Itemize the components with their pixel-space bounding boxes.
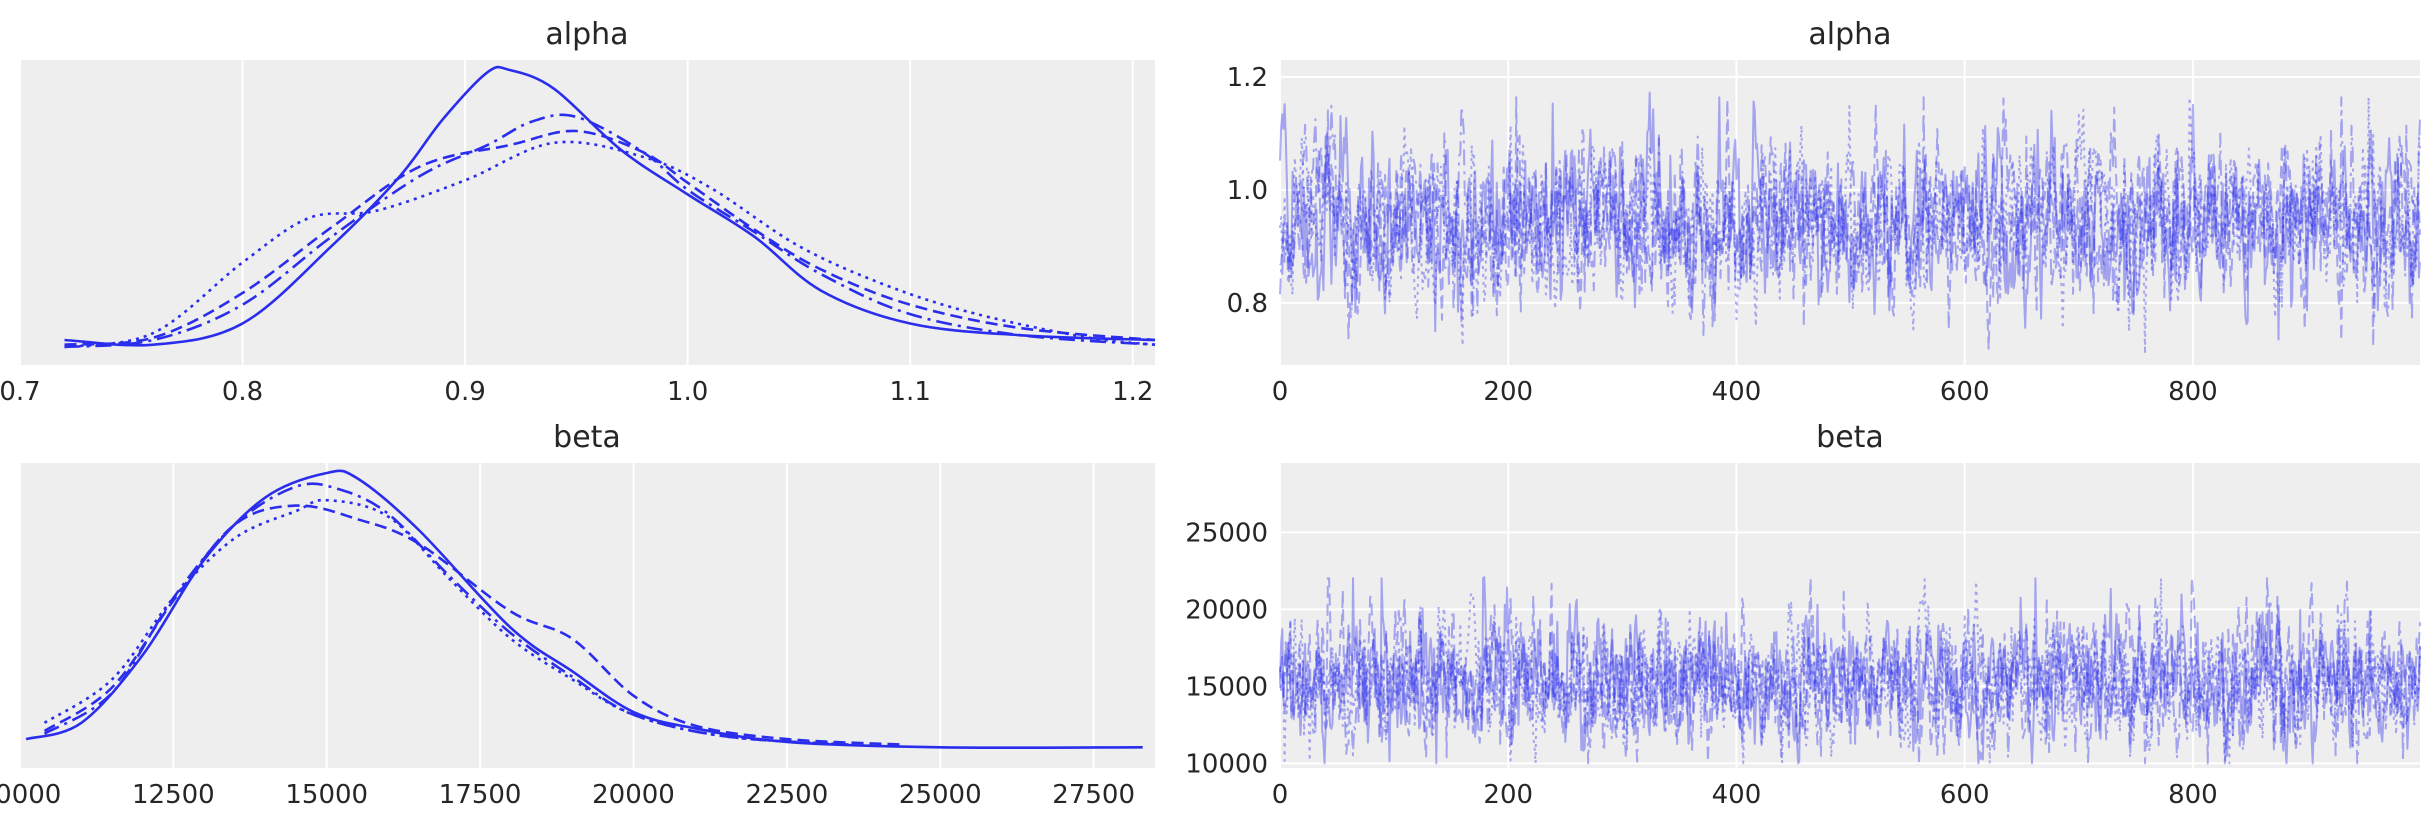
alpha-trace-title: alpha [1808, 17, 1891, 52]
alpha-trace-chain-3 [1279, 96, 2421, 342]
beta-density-x-tick-label: 12500 [132, 780, 215, 810]
beta-density-panel: beta 10000 12500 15000 17500 20000 22500 25000… [0, 420, 1155, 810]
alpha-density-x-tick-label: 1.2 [1112, 377, 1153, 407]
beta-trace-chain-4 [1279, 577, 2421, 765]
beta-trace-y-tick-label: 20000 [1185, 595, 1268, 625]
alpha-trace-x-tick-label: 400 [1712, 377, 1762, 407]
alpha-density-x-tick-label: 0.8 [222, 377, 263, 407]
beta-trace-x-tick-label: 0 [1272, 780, 1289, 810]
beta-density-gridlines [19, 463, 1095, 768]
beta-density-curve-dotted [43, 498, 849, 746]
alpha-density-x-tick-label: 0.9 [444, 377, 485, 407]
alpha-trace-chain-2 [1279, 96, 2421, 350]
beta-density-x-tick-label: 20000 [592, 780, 675, 810]
beta-density-x-ticks: 10000 12500 15000 17500 20000 22500 25000 27500 [0, 780, 1135, 810]
beta-density-curve-dashed [43, 504, 904, 746]
beta-density-x-tick-label: 22500 [746, 780, 829, 810]
alpha-density-curve-dashed [64, 129, 1156, 346]
alpha-trace-gridlines [1279, 60, 2420, 365]
alpha-density-panel: alpha 0.7 0.8 0.9 1.0 1.1 1.2 [0, 17, 1156, 407]
beta-trace-chain-2 [1279, 577, 2421, 765]
alpha-density-curves [64, 65, 1156, 349]
alpha-trace-plot-area [1280, 60, 2420, 365]
alpha-trace-x-tick-label: 800 [2168, 377, 2218, 407]
alpha-density-x-ticks: 0.7 0.8 0.9 1.0 1.1 1.2 [0, 377, 1153, 407]
alpha-trace-y-tick-label: 1.0 [1227, 176, 1268, 206]
beta-trace-chain-1 [1279, 576, 2421, 765]
beta-trace-y-tick-label: 15000 [1185, 672, 1268, 702]
beta-density-plot-area [20, 463, 1155, 768]
alpha-trace-y-tick-label: 1.2 [1227, 63, 1268, 93]
alpha-density-x-tick-label: 1.0 [667, 377, 708, 407]
beta-trace-chain-3 [1279, 580, 2421, 765]
beta-density-x-tick-label: 27500 [1052, 780, 1135, 810]
alpha-density-gridlines [19, 60, 1134, 365]
alpha-trace-chain-4 [1279, 96, 2421, 355]
alpha-trace-ticks: 0 200 400 600 800 0.8 1.0 1.2 [1227, 63, 2218, 407]
beta-trace-y-tick-label: 25000 [1185, 518, 1268, 548]
beta-trace-x-tick-label: 200 [1483, 780, 1533, 810]
alpha-trace-chains [1279, 91, 2421, 355]
alpha-density-curve-solid [64, 65, 1156, 347]
alpha-trace-x-tick-label: 200 [1483, 377, 1533, 407]
alpha-trace-chain-1 [1279, 91, 2421, 341]
alpha-density-curve-dashdot [64, 113, 1156, 349]
alpha-density-x-tick-label: 1.1 [890, 377, 931, 407]
beta-trace-chains [1279, 576, 2421, 765]
alpha-density-x-tick-label: 0.7 [0, 377, 41, 407]
beta-trace-x-tick-label: 400 [1712, 780, 1762, 810]
beta-density-x-tick-label: 17500 [439, 780, 522, 810]
beta-trace-gridlines [1279, 463, 2420, 768]
beta-trace-panel: beta 0 200 400 600 800 10000 15000 20000 25000 [1185, 420, 2421, 810]
alpha-density-title: alpha [545, 17, 628, 52]
beta-density-title: beta [553, 420, 621, 455]
alpha-trace-x-tick-label: 0 [1272, 377, 1289, 407]
beta-trace-ticks: 0 200 400 600 800 10000 15000 20000 25000 [1185, 518, 2217, 810]
beta-trace-y-tick-label: 10000 [1185, 749, 1268, 779]
beta-density-x-tick-label: 10000 [0, 780, 61, 810]
alpha-density-plot-area [20, 60, 1155, 365]
alpha-trace-y-tick-label: 0.8 [1227, 289, 1268, 319]
alpha-trace-x-tick-label: 600 [1940, 377, 1990, 407]
beta-density-curves [25, 469, 1143, 749]
beta-density-x-tick-label: 15000 [285, 780, 368, 810]
beta-trace-plot-area [1280, 463, 2420, 768]
beta-trace-x-tick-label: 600 [1940, 780, 1990, 810]
beta-trace-title: beta [1816, 420, 1884, 455]
alpha-trace-panel: alpha 0 200 400 600 800 0.8 1.0 1.2 [1227, 17, 2421, 407]
beta-trace-x-tick-label: 800 [2168, 780, 2218, 810]
beta-density-x-tick-label: 25000 [899, 780, 982, 810]
